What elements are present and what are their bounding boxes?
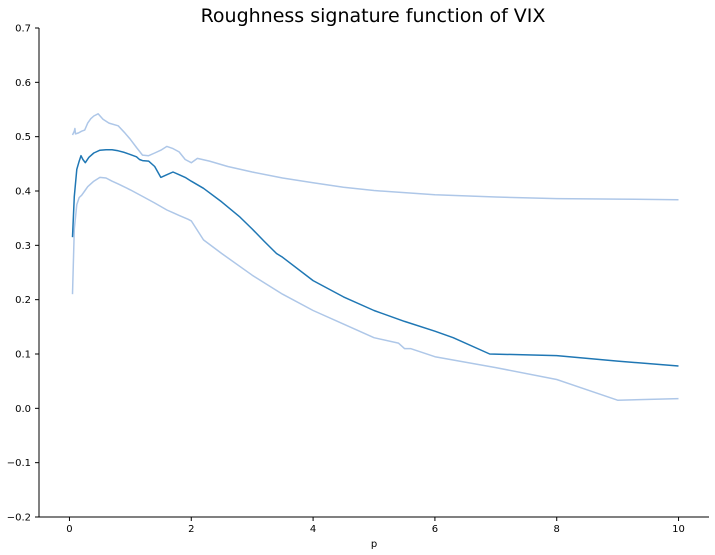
series-line-estimate xyxy=(71,148,679,367)
plot-lines xyxy=(71,113,679,401)
chart-title: Roughness signature function of VIX xyxy=(201,5,546,27)
y-tick-label: −0.1 xyxy=(7,458,31,469)
x-tick-label: 0 xyxy=(66,524,72,535)
x-ticks: 0 2 4 6 8 10 xyxy=(66,517,685,535)
x-tick-label: 6 xyxy=(432,524,438,535)
series-line-lower-band xyxy=(71,176,679,401)
y-tick-label: 0.1 xyxy=(15,350,31,361)
y-tick-label: 0.7 xyxy=(15,24,31,35)
y-tick-label: 0.5 xyxy=(15,132,31,143)
y-tick-label: 0.4 xyxy=(15,187,31,198)
y-tick-label: 0.2 xyxy=(15,295,31,306)
x-tick-label: 2 xyxy=(188,524,194,535)
y-tick-label: 0.0 xyxy=(15,404,31,415)
y-tick-label: 0.6 xyxy=(15,78,31,89)
x-tick-label: 8 xyxy=(554,524,560,535)
y-tick-label: 0.3 xyxy=(15,241,31,252)
x-tick-label: 4 xyxy=(310,524,316,535)
series-line-upper-band xyxy=(71,113,679,201)
x-axis-label: p xyxy=(371,539,377,550)
x-tick-label: 10 xyxy=(672,524,685,535)
y-tick-label: −0.2 xyxy=(7,513,31,524)
y-ticks: −0.2 −0.1 0.0 0.1 0.2 0.3 0.4 0.5 0.6 0.7 xyxy=(7,24,39,524)
